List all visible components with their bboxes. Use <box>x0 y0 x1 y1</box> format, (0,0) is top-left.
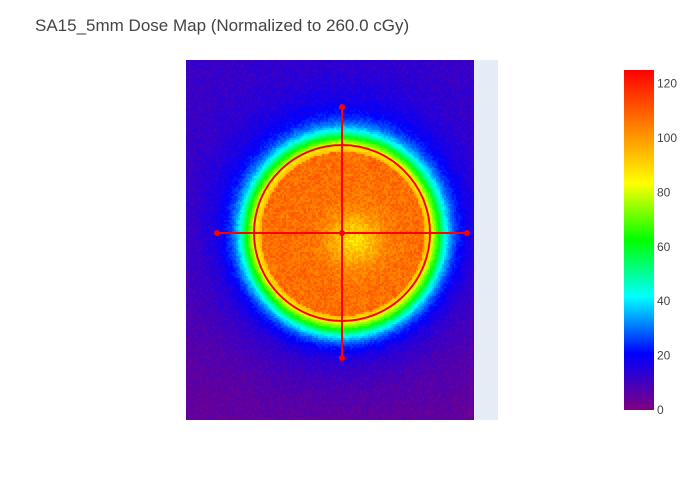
left-end-marker[interactable] <box>214 230 220 236</box>
colorbar-tick-label: 40 <box>657 294 671 308</box>
chart-title: SA15_5mm Dose Map (Normalized to 260.0 c… <box>35 16 409 35</box>
colorbar-tick-label: 100 <box>657 131 677 145</box>
colorbar: 0 20 40 60 80 100 120 <box>624 70 677 417</box>
dose-heatmap[interactable] <box>186 60 474 420</box>
colorbar-tick-label: 80 <box>657 185 671 199</box>
center-marker[interactable] <box>339 230 345 236</box>
top-end-marker[interactable] <box>339 104 345 110</box>
colorbar-tick-label: 20 <box>657 349 671 363</box>
colorbar-tick-label: 120 <box>657 77 677 91</box>
profile-overlay <box>214 104 470 361</box>
colorbar-tick-label: 60 <box>657 240 671 254</box>
colorbar-gradient <box>624 70 654 410</box>
bottom-end-marker[interactable] <box>339 355 345 361</box>
right-end-marker[interactable] <box>464 230 470 236</box>
colorbar-tick-label: 0 <box>657 403 664 417</box>
